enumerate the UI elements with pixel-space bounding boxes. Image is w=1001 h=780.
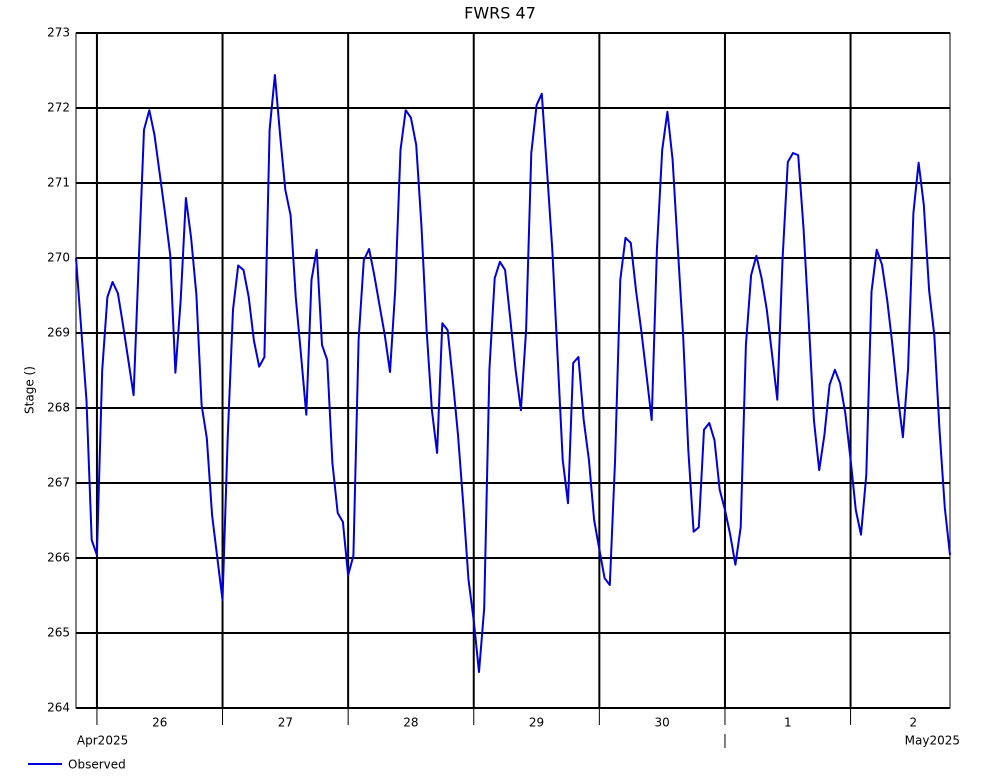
- y-tick-label: 265: [47, 626, 70, 640]
- y-tick-label: 270: [47, 251, 70, 265]
- chart-title: FWRS 47: [464, 4, 536, 23]
- month-label: May2025: [905, 734, 960, 748]
- y-axis-label: Stage (): [23, 366, 37, 414]
- y-tick-label: 268: [47, 401, 70, 415]
- y-tick-label: 272: [47, 101, 70, 115]
- x-tick-label: 1: [784, 716, 792, 730]
- y-tick-label: 273: [47, 26, 70, 40]
- x-tick-label: 28: [403, 716, 418, 730]
- y-tick-label: 271: [47, 176, 70, 190]
- plot-frame: [75, 32, 951, 709]
- y-tick-label: 266: [47, 551, 70, 565]
- x-tick-label: 27: [278, 716, 293, 730]
- x-tick-label: 2: [910, 716, 918, 730]
- month-label: Apr2025: [77, 734, 128, 748]
- x-tick-label: 26: [152, 716, 167, 730]
- data-line: [75, 74, 951, 673]
- x-tick-label: 30: [655, 716, 670, 730]
- y-tick-label: 264: [47, 701, 70, 715]
- y-tick-label: 267: [47, 476, 70, 490]
- y-tick-label: 269: [47, 326, 70, 340]
- legend-label: Observed: [68, 758, 126, 772]
- x-tick-label: 29: [529, 716, 544, 730]
